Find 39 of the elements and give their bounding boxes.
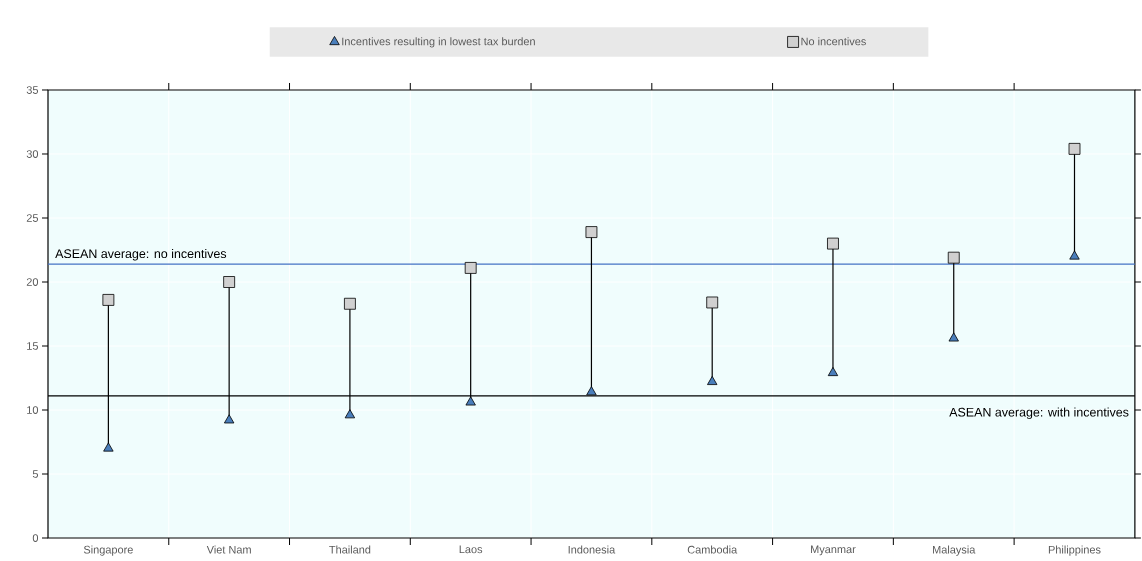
point: [344, 297, 356, 310]
x-tick-label: Singapore: [83, 545, 133, 556]
point: [706, 296, 719, 309]
point: [585, 226, 598, 238]
y-tick-label: 15: [27, 342, 39, 350]
point: [464, 262, 477, 274]
x-tick-label: Myanmar: [811, 545, 856, 556]
legend-label: Incentives resulting in lowest tax burden: [342, 37, 535, 48]
x-tick-label: Philippines: [1048, 545, 1101, 556]
point: [707, 375, 718, 385]
point: [223, 276, 236, 288]
ref-line-label: ASEAN average: no incentives: [55, 248, 227, 261]
point: [948, 332, 959, 342]
point: [827, 366, 839, 377]
x-tick-label: Cambodia: [687, 545, 738, 554]
y-tick-label: 10: [27, 406, 39, 414]
x-tick-label: Viet Nam: [206, 545, 251, 554]
y-tick-label: 30: [26, 150, 39, 158]
point: [947, 251, 960, 264]
y-tick-label: 25: [26, 214, 39, 222]
x-tick-label: Laos: [459, 545, 483, 554]
ref-line-label: ASEAN average: with incentives: [949, 407, 1129, 420]
point: [223, 414, 235, 424]
point: [827, 237, 839, 250]
y-tick-label: 20: [26, 278, 39, 286]
y-tick-label: 35: [26, 86, 39, 94]
point: [465, 396, 476, 406]
x-tick-label: Indonesia: [568, 545, 616, 554]
x-tick-label: Malaysia: [933, 545, 976, 556]
point: [103, 442, 114, 452]
y-tick-label: 0: [32, 534, 39, 542]
point: [1068, 142, 1081, 155]
point: [344, 409, 356, 419]
y-tick-label: 5: [32, 470, 39, 478]
point: [1069, 250, 1080, 260]
point: [586, 386, 597, 396]
point: [102, 294, 115, 306]
legend-label: No incentives: [801, 37, 866, 46]
x-tick-label: Thailand: [329, 545, 371, 554]
